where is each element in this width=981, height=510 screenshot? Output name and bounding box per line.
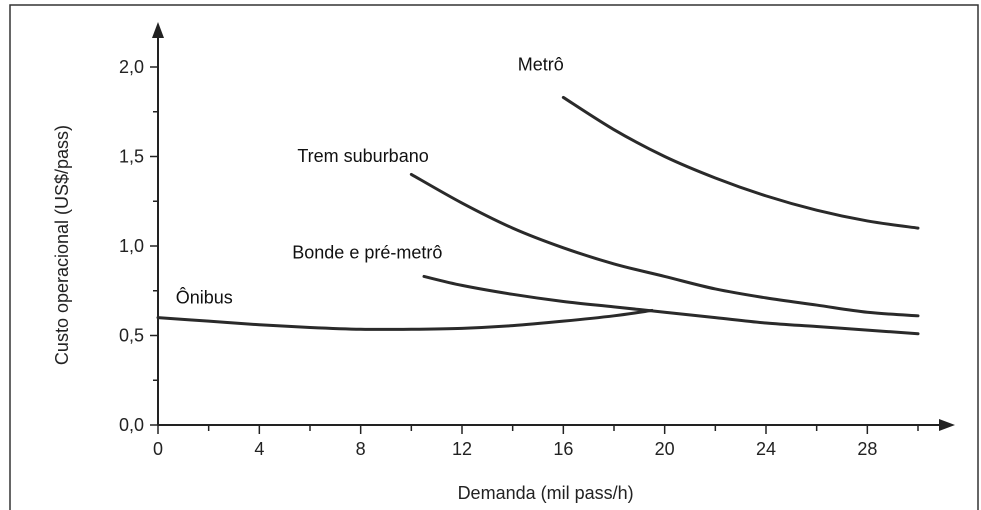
x-tick-label: 28 xyxy=(857,439,877,459)
y-tick-label: 2,0 xyxy=(119,57,144,77)
chart-frame xyxy=(9,4,979,510)
series-line-bonde-e-pre-metro xyxy=(422,274,920,336)
x-axis-arrowhead xyxy=(939,419,955,431)
series-line-onibus xyxy=(156,308,654,331)
series-label: Ônibus xyxy=(176,286,233,307)
axes xyxy=(152,22,955,431)
x-tick-label: 0 xyxy=(153,439,163,459)
series-label: Trem suburbano xyxy=(297,146,428,166)
y-tick-label: 0,0 xyxy=(119,415,144,435)
y-tick-label: 1,0 xyxy=(119,236,144,256)
series-line-trem-suburbano xyxy=(409,172,920,318)
x-axis-title: Demanda (mil pass/h) xyxy=(458,483,634,503)
x-tick-label: 12 xyxy=(452,439,472,459)
x-tick-label: 16 xyxy=(553,439,573,459)
y-axis-arrowhead xyxy=(152,22,164,38)
y-tick-label: 1,5 xyxy=(119,147,144,167)
ticks: 0 4 8 12 16 20 24 28 0,0 0,5 1,0 1,5 2,0 xyxy=(119,57,919,459)
x-tick-label: 24 xyxy=(756,439,776,459)
x-tick-label: 20 xyxy=(655,439,675,459)
series-labels: Metrô Trem suburbano Bonde e pré-metrô Ônib… xyxy=(176,55,564,308)
x-tick-label: 4 xyxy=(254,439,264,459)
series-line-metro xyxy=(561,95,920,230)
curves xyxy=(156,95,920,336)
series-label: Metrô xyxy=(518,55,564,75)
x-tick-label: 8 xyxy=(356,439,366,459)
series-label: Bonde e pré-metrô xyxy=(292,243,442,263)
y-axis-title: Custo operacional (US$/pass) xyxy=(52,125,72,365)
y-tick-label: 0,5 xyxy=(119,326,144,346)
